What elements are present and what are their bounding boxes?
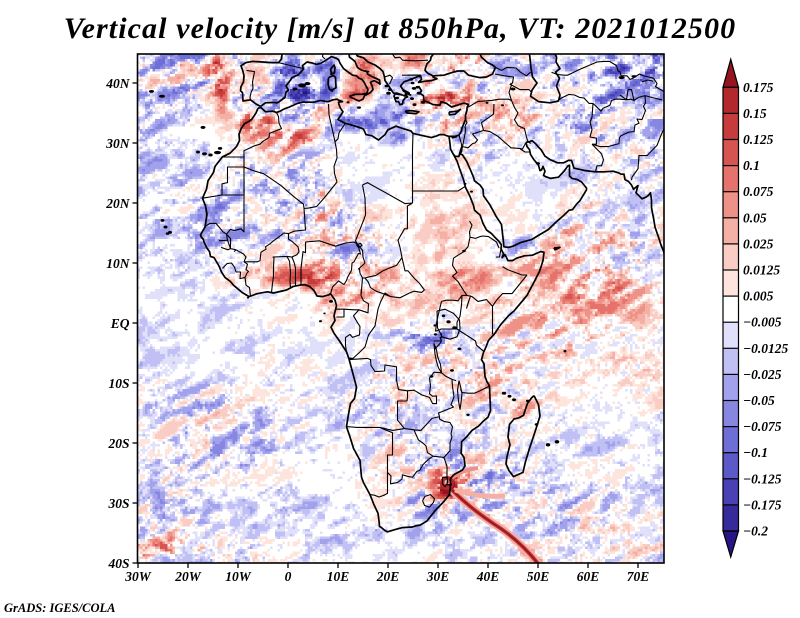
svg-text:10W: 10W: [225, 569, 252, 584]
svg-text:0: 0: [285, 569, 292, 584]
svg-text:−0.075: −0.075: [743, 419, 782, 434]
svg-text:0.15: 0.15: [743, 106, 767, 121]
svg-text:−0.2: −0.2: [743, 524, 768, 539]
svg-text:0.0125: 0.0125: [743, 263, 780, 278]
svg-text:0.05: 0.05: [743, 210, 767, 225]
svg-text:30W: 30W: [124, 569, 152, 584]
svg-text:−0.025: −0.025: [743, 367, 782, 382]
svg-text:20S: 20S: [107, 436, 129, 451]
svg-text:10N: 10N: [106, 256, 131, 271]
svg-text:0.005: 0.005: [743, 289, 774, 304]
svg-text:30S: 30S: [107, 496, 129, 511]
svg-text:30N: 30N: [105, 136, 131, 151]
svg-text:0.175: 0.175: [743, 80, 774, 95]
svg-text:40N: 40N: [105, 76, 131, 91]
svg-text:60E: 60E: [577, 569, 600, 584]
svg-text:10S: 10S: [108, 376, 129, 391]
svg-text:40E: 40E: [476, 569, 500, 584]
svg-text:EQ: EQ: [110, 316, 130, 331]
svg-text:0.125: 0.125: [743, 132, 774, 147]
svg-text:20E: 20E: [376, 569, 400, 584]
svg-text:−0.175: −0.175: [743, 497, 782, 512]
svg-text:0.1: 0.1: [743, 158, 760, 173]
svg-text:−0.0125: −0.0125: [743, 341, 789, 356]
svg-text:40S: 40S: [107, 556, 129, 571]
svg-text:70E: 70E: [627, 569, 650, 584]
svg-text:50E: 50E: [527, 569, 550, 584]
svg-text:−0.05: −0.05: [743, 393, 775, 408]
svg-text:0.025: 0.025: [743, 236, 774, 251]
svg-text:−0.005: −0.005: [743, 315, 782, 330]
svg-text:20W: 20W: [174, 569, 202, 584]
svg-text:20N: 20N: [105, 196, 131, 211]
svg-text:30E: 30E: [426, 569, 450, 584]
svg-text:−0.125: −0.125: [743, 471, 782, 486]
svg-text:0.075: 0.075: [743, 184, 774, 199]
svg-text:10E: 10E: [327, 569, 350, 584]
svg-text:−0.1: −0.1: [743, 445, 768, 460]
